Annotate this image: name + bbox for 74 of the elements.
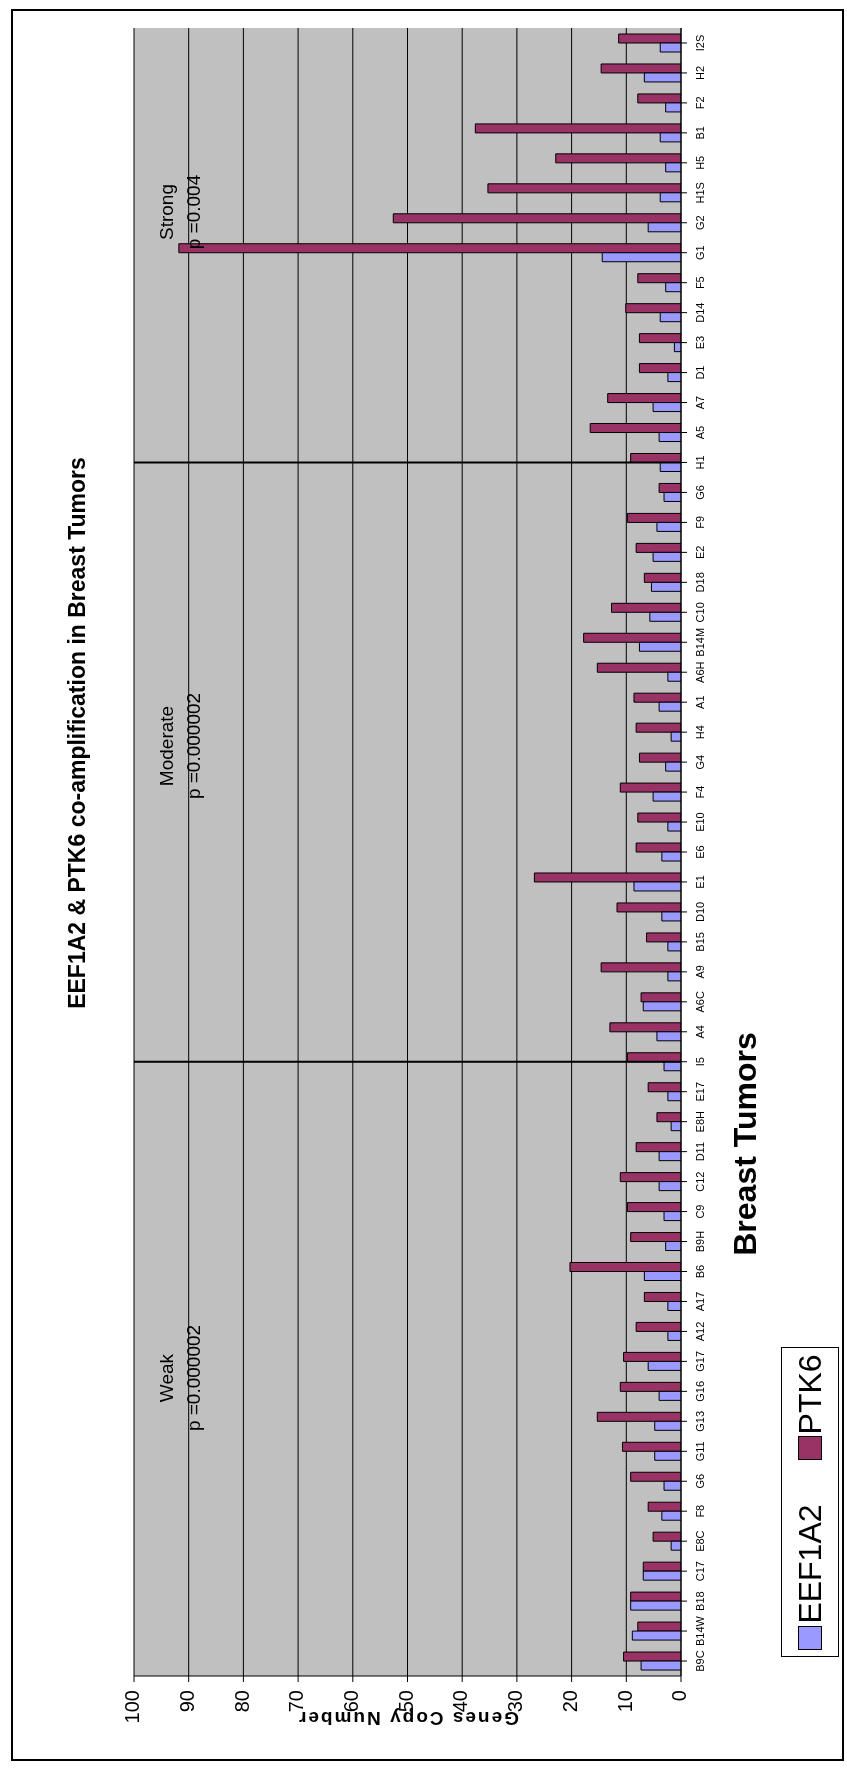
y-tick-label: I2S <box>693 34 706 52</box>
y-tick-label: B14M <box>693 627 706 657</box>
y-tick-label: G17 <box>693 1350 706 1372</box>
y-tick-label: G2 <box>693 215 706 231</box>
y-tick-label: H2 <box>693 65 706 80</box>
y-tick-label: H1 <box>693 455 706 470</box>
annotation: p =0.004 <box>183 174 204 250</box>
text: PTK6 <box>791 1354 829 1435</box>
annotation: Moderate <box>156 705 177 787</box>
y-tick-label: I5 <box>693 1057 706 1067</box>
y-tick-label: F9 <box>693 515 706 529</box>
y-tick-label: G13 <box>693 1410 706 1432</box>
y-tick-label: D18 <box>693 572 706 593</box>
y-tick-label: E8H <box>693 1110 706 1133</box>
y-tick-label: B6 <box>693 1264 706 1279</box>
y-tick-label: A9 <box>693 965 706 979</box>
y-tick-label: H5 <box>693 155 706 170</box>
x-tick-label: 80 <box>230 1690 253 1713</box>
x-tick-label: 90 <box>175 1690 198 1713</box>
x-tick-label: 60 <box>340 1690 363 1713</box>
y-tick-label: A17 <box>693 1291 706 1312</box>
y-tick-label: B1 <box>693 126 706 140</box>
text: EEF1A2 & PTK6 co-amplification in Breast Tumors <box>63 456 91 1011</box>
y-tick-label: E10 <box>693 812 706 832</box>
y-tick-label: D10 <box>693 901 706 923</box>
y-tick-label: C9 <box>693 1204 706 1219</box>
y-tick-label: B14W <box>693 1615 706 1647</box>
y-tick-label: A12 <box>693 1321 706 1342</box>
y-tick-label: E3 <box>693 335 706 350</box>
y-tick-label: A1 <box>693 695 706 709</box>
y-tick-label: A6H <box>693 661 706 683</box>
y-tick-label: D14 <box>693 302 706 323</box>
y-tick-label: G16 <box>693 1380 706 1402</box>
annotation: Strong <box>156 184 177 240</box>
y-tick-label: F5 <box>693 276 706 290</box>
annotation: p =0.000002 <box>183 1324 204 1432</box>
y-tick-label: G6 <box>693 485 706 500</box>
y-tick-label: G6 <box>693 1473 706 1489</box>
x-tick-label: 10 <box>613 1690 636 1713</box>
annotation: Weak <box>156 1353 177 1403</box>
y-axis-title: Breast Tumors <box>726 1031 764 1258</box>
y-tick-label: A7 <box>693 395 706 410</box>
x-tick-label: 70 <box>285 1690 308 1713</box>
x-tick-label: 40 <box>449 1690 472 1713</box>
x-tick-label: 100 <box>121 1690 144 1724</box>
y-tick-label: E8C <box>693 1530 706 1552</box>
y-tick-label: G4 <box>693 754 706 770</box>
y-tick-label: B9C <box>693 1650 706 1672</box>
y-tick-label: C10 <box>693 602 706 623</box>
y-tick-label: E17 <box>693 1081 706 1102</box>
y-tick-label: F2 <box>693 96 706 110</box>
y-tick-label: B18 <box>693 1591 706 1611</box>
y-tick-label: G11 <box>693 1441 706 1462</box>
y-tick-label: H1S <box>693 182 706 204</box>
y-tick-label: A6C <box>693 991 706 1013</box>
x-tick-label: 0 <box>668 1690 691 1702</box>
x-tick-label: 20 <box>558 1690 581 1713</box>
y-tick-label: A4 <box>693 1025 706 1039</box>
y-tick-label: E2 <box>693 545 706 560</box>
y-tick-label: F4 <box>693 785 706 799</box>
y-tick-label: A5 <box>693 425 706 440</box>
y-tick-label: F8 <box>693 1504 706 1518</box>
y-tick-label: H4 <box>693 725 706 740</box>
y-tick-label: G1 <box>693 245 706 261</box>
y-tick-label: E1 <box>693 875 706 889</box>
y-tick-label: D1 <box>693 365 706 380</box>
y-tick-label: C12 <box>693 1171 706 1192</box>
y-tick-label: E6 <box>693 845 706 859</box>
text: EEF1A2 <box>791 1504 829 1624</box>
annotation: p =0.000002 <box>183 692 204 800</box>
y-tick-label: B15 <box>693 932 706 952</box>
y-tick-label: D11 <box>693 1141 706 1162</box>
y-tick-label: B9H <box>693 1230 706 1253</box>
y-tick-label: C17 <box>693 1561 706 1582</box>
